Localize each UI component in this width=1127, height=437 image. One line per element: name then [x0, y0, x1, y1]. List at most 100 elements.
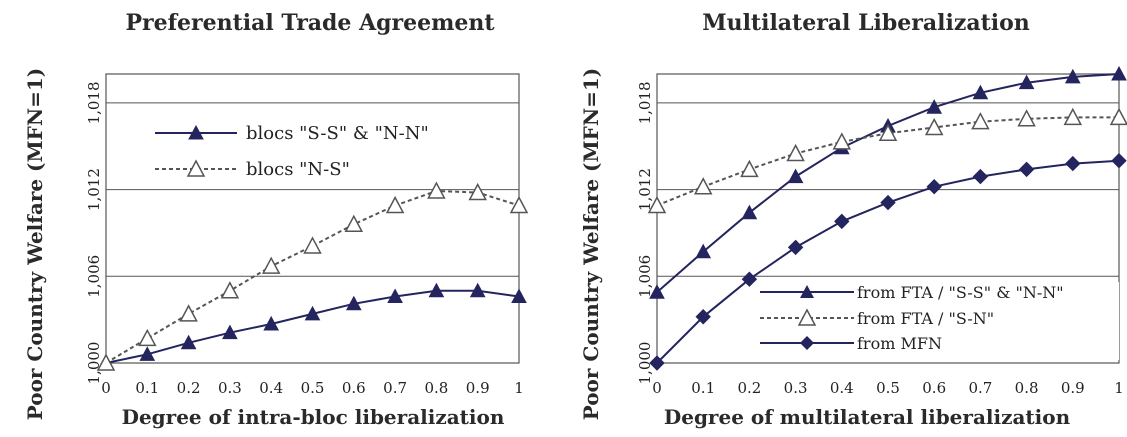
data-point: [428, 282, 445, 298]
data-point: [1111, 152, 1127, 169]
legend-background: [755, 282, 1119, 360]
data-point: [924, 117, 944, 136]
legend-marker-triangle-open: [186, 159, 206, 177]
data-point: [261, 256, 281, 274]
data-point: [787, 168, 804, 184]
data-point: [786, 143, 805, 162]
legend-marker-triangle-open: [797, 308, 817, 326]
y-tick-label: 1,006: [636, 255, 654, 298]
y-tick-label: 1,000: [636, 342, 654, 385]
y-axis-label: Poor Country Welfare (MFN=1): [579, 68, 603, 421]
data-point: [740, 159, 759, 178]
x-tick-label: 0.3: [784, 379, 808, 397]
x-tick-label: 0.4: [259, 379, 283, 397]
x-tick-label: 0.8: [1015, 379, 1039, 397]
legend-entry: blocs "S-S" & "N-N": [246, 123, 429, 144]
x-tick-label: 1: [1114, 379, 1124, 397]
data-point: [469, 282, 486, 298]
chart-title: Multilateral Liberalization: [702, 10, 1030, 36]
legend-marker-diamond-filled: [800, 336, 814, 350]
x-tick-label: 0.5: [876, 379, 900, 397]
data-point: [509, 195, 529, 214]
data-point: [1063, 107, 1083, 126]
chart-title: Preferential Trade Agreement: [125, 10, 495, 36]
data-point: [139, 346, 156, 361]
x-tick-label: 0.6: [342, 379, 366, 397]
data-point: [138, 328, 157, 347]
data-point: [345, 295, 362, 311]
data-point: [832, 132, 852, 150]
x-tick-label: 0.9: [466, 379, 490, 397]
x-tick-label: 0.2: [737, 379, 761, 397]
y-tick-label: 1,018: [85, 81, 103, 124]
data-point: [878, 123, 898, 141]
x-tick-label: 0.2: [177, 379, 201, 397]
data-point: [647, 195, 667, 214]
data-point: [926, 99, 943, 114]
x-tick-label: 0: [652, 379, 662, 397]
data-point: [787, 239, 804, 256]
x-tick-label: 0.4: [830, 379, 854, 397]
series-line: [105, 189, 520, 364]
data-point: [1111, 65, 1127, 81]
data-point: [834, 213, 850, 230]
data-point: [468, 182, 487, 201]
y-tick-label: 1,006: [85, 255, 103, 298]
x-tick-label: 0.9: [1061, 379, 1085, 397]
data-point: [263, 315, 280, 331]
legend-marker-triangle-filled: [800, 285, 814, 298]
data-point: [926, 179, 942, 195]
legend-entry: blocs "N-S": [246, 159, 350, 180]
chart-multilateral-liberalization: Multilateral Liberalization Poor Country…: [579, 10, 1127, 429]
y-tick-label: 1,000: [85, 342, 103, 385]
data-point: [304, 305, 321, 321]
data-point: [96, 353, 116, 371]
data-point: [511, 288, 527, 304]
data-point: [972, 168, 989, 185]
data-point: [695, 309, 711, 325]
data-point: [693, 177, 713, 195]
data-point: [222, 324, 238, 340]
legend-entry: from MFN: [857, 334, 942, 353]
data-point: [649, 284, 665, 299]
y-axis-label: Poor Country Welfare (MFN=1): [23, 68, 47, 421]
legend-entry: from FTA / "S-N": [857, 309, 994, 328]
data-point: [385, 195, 405, 214]
data-point: [972, 84, 989, 100]
x-tick-label: 0: [101, 379, 111, 397]
data-point: [971, 112, 990, 130]
x-tick-label: 0.1: [135, 379, 159, 397]
data-point: [387, 288, 403, 304]
data-point: [179, 304, 198, 322]
x-tick-label: 0.3: [218, 379, 242, 397]
data-point: [695, 243, 712, 259]
data-point: [741, 204, 758, 220]
x-tick-label: 0.7: [383, 379, 407, 397]
y-tick-label: 1,012: [636, 168, 654, 211]
data-point: [303, 236, 322, 254]
data-point: [427, 181, 446, 199]
legend-marker-triangle-filled: [188, 124, 204, 140]
data-point: [180, 334, 197, 350]
y-tick-label: 1,018: [636, 81, 654, 124]
data-point: [1017, 109, 1036, 127]
x-tick-label: 0.1: [691, 379, 715, 397]
data-point: [1109, 107, 1127, 126]
legend-entry: from FTA / "S-S" & "N-N": [857, 283, 1064, 302]
data-point: [880, 194, 896, 211]
data-point: [220, 281, 240, 299]
data-point: [1065, 155, 1081, 172]
x-tick-label: 0.7: [968, 379, 992, 397]
x-tick-label: 1: [514, 379, 524, 397]
y-tick-label: 1,012: [85, 168, 103, 211]
data-point: [1018, 161, 1035, 178]
x-tick-label: 0.6: [922, 379, 946, 397]
legend: blocs "S-S" & "N-N" blocs "N-S": [155, 123, 429, 180]
x-tick-label: 0.5: [301, 379, 325, 397]
legend: from FTA / "S-S" & "N-N" from FTA / "S-N…: [755, 282, 1119, 360]
data-point: [649, 355, 665, 371]
chart-preferential-trade-agreement: Preferential Trade Agreement Poor Countr…: [23, 10, 529, 429]
data-point: [344, 214, 364, 233]
x-tick-label: 0.8: [424, 379, 448, 397]
